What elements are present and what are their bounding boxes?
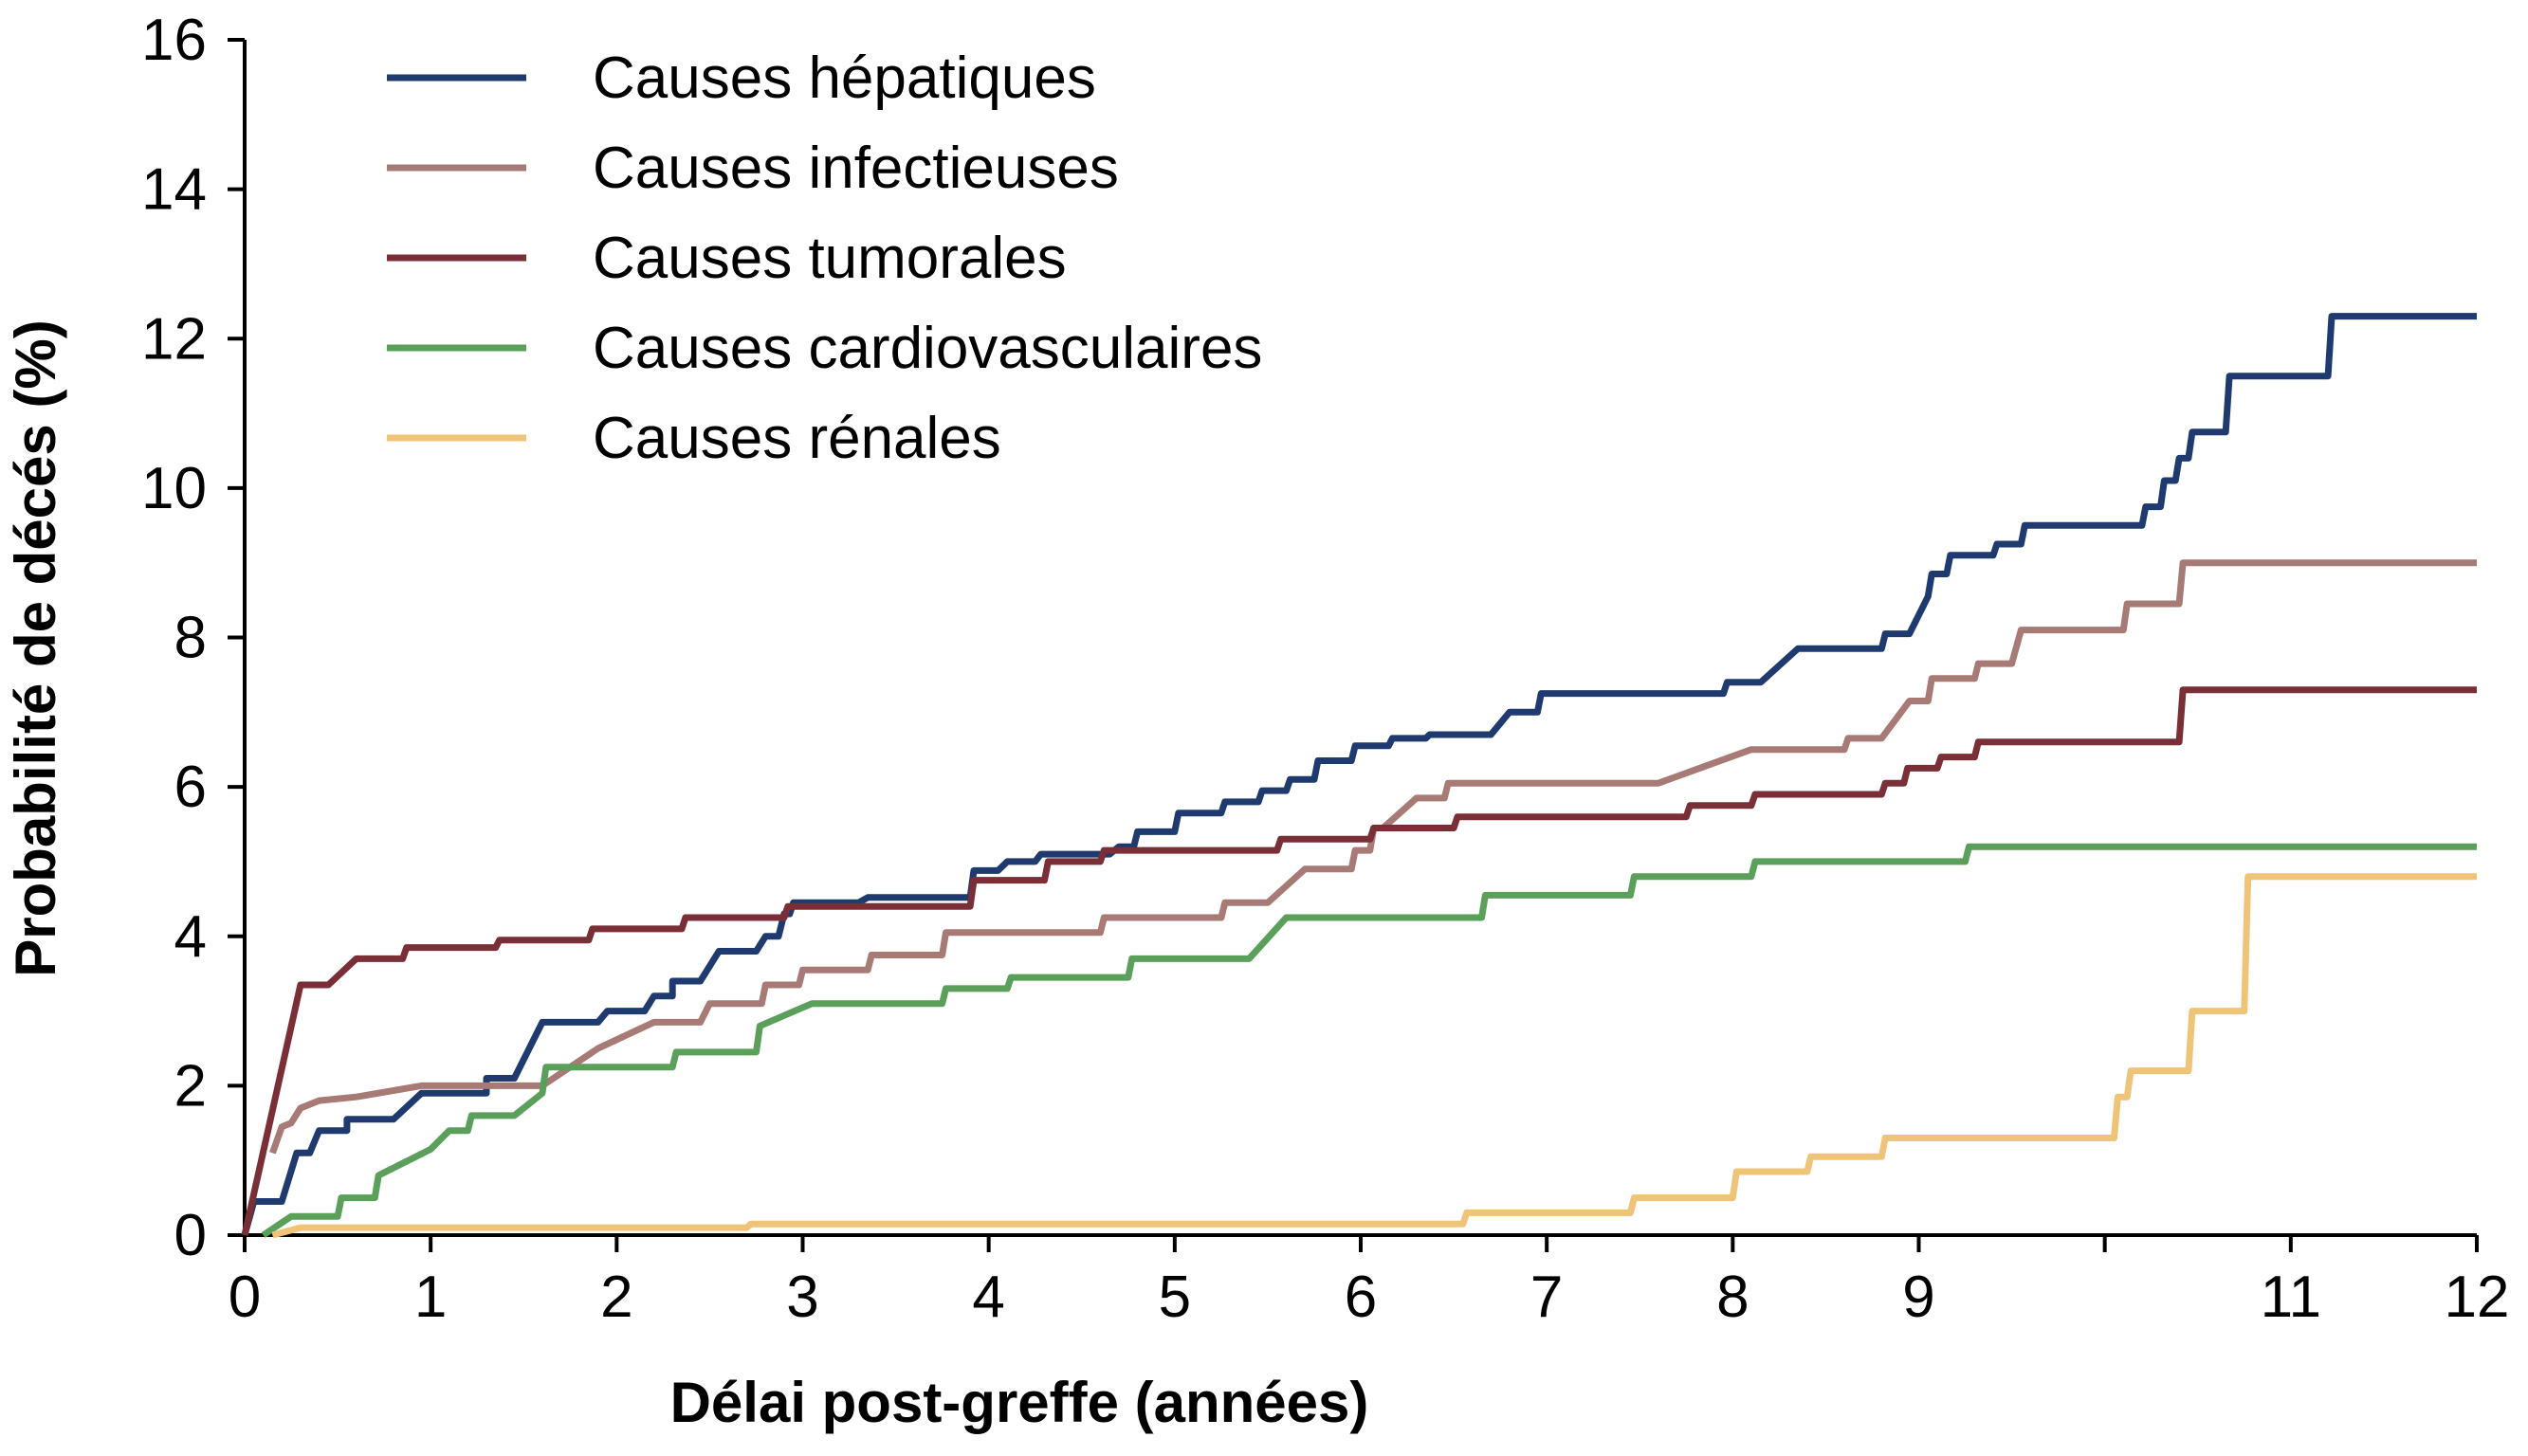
series-line-1 [241, 313, 2477, 1236]
x-tick-label: 2 [600, 1265, 632, 1330]
series-line-2 [269, 559, 2477, 1155]
x-tick-label: 11 [2261, 1265, 2321, 1330]
y-tick-label: 14 [141, 157, 207, 223]
legend: Causes hépatiques Causes infectieuses Caus… [387, 46, 1262, 471]
y-tick-label: 4 [174, 904, 207, 970]
x-tick-label: 6 [1345, 1265, 1377, 1330]
x-tick-label: 9 [1902, 1265, 1934, 1330]
y-tick-label: 0 [174, 1203, 207, 1268]
y-tick-label: 16 [141, 8, 207, 73]
legend-label: Causes hépatiques [593, 46, 1096, 111]
x-tick-label: 5 [1159, 1265, 1191, 1330]
series-line-4 [261, 843, 2477, 1238]
x-tick-label: 12 [2445, 1265, 2510, 1330]
y-axis-title: Probabilité de décés (%) [4, 319, 67, 977]
legend-label: Causes rénales [593, 406, 1001, 471]
legend-label: Causes cardiovasculaires [593, 316, 1262, 381]
x-tick-label: 7 [1530, 1265, 1563, 1330]
y-tick-label: 12 [141, 306, 207, 372]
x-tick-label: 1 [414, 1265, 447, 1330]
axes [243, 40, 2477, 1237]
x-axis-title: Délai post-greffe (années) [670, 1371, 1369, 1434]
series-layer [241, 313, 2477, 1239]
legend-label: Causes tumorales [593, 226, 1067, 291]
y-tick-label: 8 [174, 606, 207, 671]
y-axis-ticks: 0 2 4 6 8 10 12 14 16 [141, 8, 245, 1268]
y-tick-label: 10 [141, 456, 207, 521]
y-tick-label: 2 [174, 1053, 207, 1119]
legend-label: Causes infectieuses [593, 136, 1119, 201]
x-tick-label: 3 [786, 1265, 818, 1330]
series-line-5 [271, 873, 2477, 1239]
y-tick-label: 6 [174, 755, 207, 820]
x-tick-label: 0 [229, 1265, 261, 1330]
series-line-3 [241, 686, 2477, 1236]
x-tick-label: 8 [1716, 1265, 1749, 1330]
x-tick-label: 4 [972, 1265, 1004, 1330]
x-axis-ticks: 0 1 2 3 4 5 6 7 8 9 11 12 [229, 1235, 2510, 1330]
